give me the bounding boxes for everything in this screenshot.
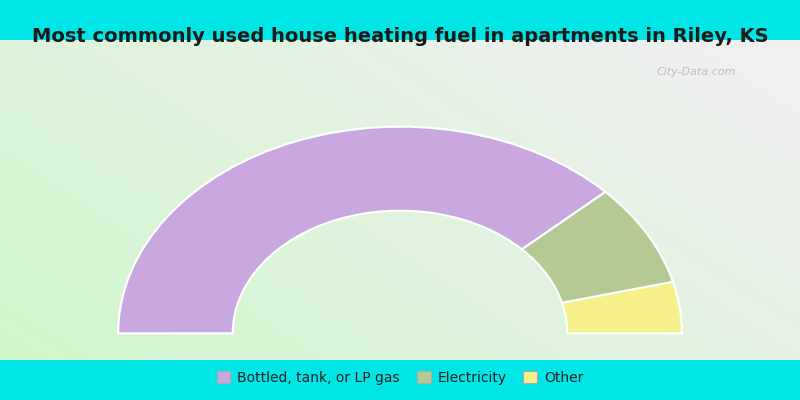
Wedge shape	[562, 282, 682, 333]
Wedge shape	[522, 192, 673, 303]
Text: City-Data.com: City-Data.com	[657, 67, 736, 77]
Text: Most commonly used house heating fuel in apartments in Riley, KS: Most commonly used house heating fuel in…	[32, 26, 768, 46]
Legend: Bottled, tank, or LP gas, Electricity, Other: Bottled, tank, or LP gas, Electricity, O…	[211, 366, 589, 390]
Wedge shape	[118, 127, 606, 333]
